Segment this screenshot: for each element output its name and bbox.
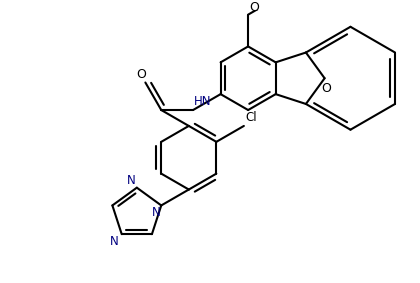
Text: Cl: Cl xyxy=(246,111,257,124)
Text: N: N xyxy=(110,235,119,248)
Text: N: N xyxy=(127,174,136,187)
Text: O: O xyxy=(322,82,331,95)
Text: O: O xyxy=(249,1,259,14)
Text: N: N xyxy=(152,206,160,219)
Text: O: O xyxy=(136,68,147,81)
Text: HN: HN xyxy=(194,95,212,108)
